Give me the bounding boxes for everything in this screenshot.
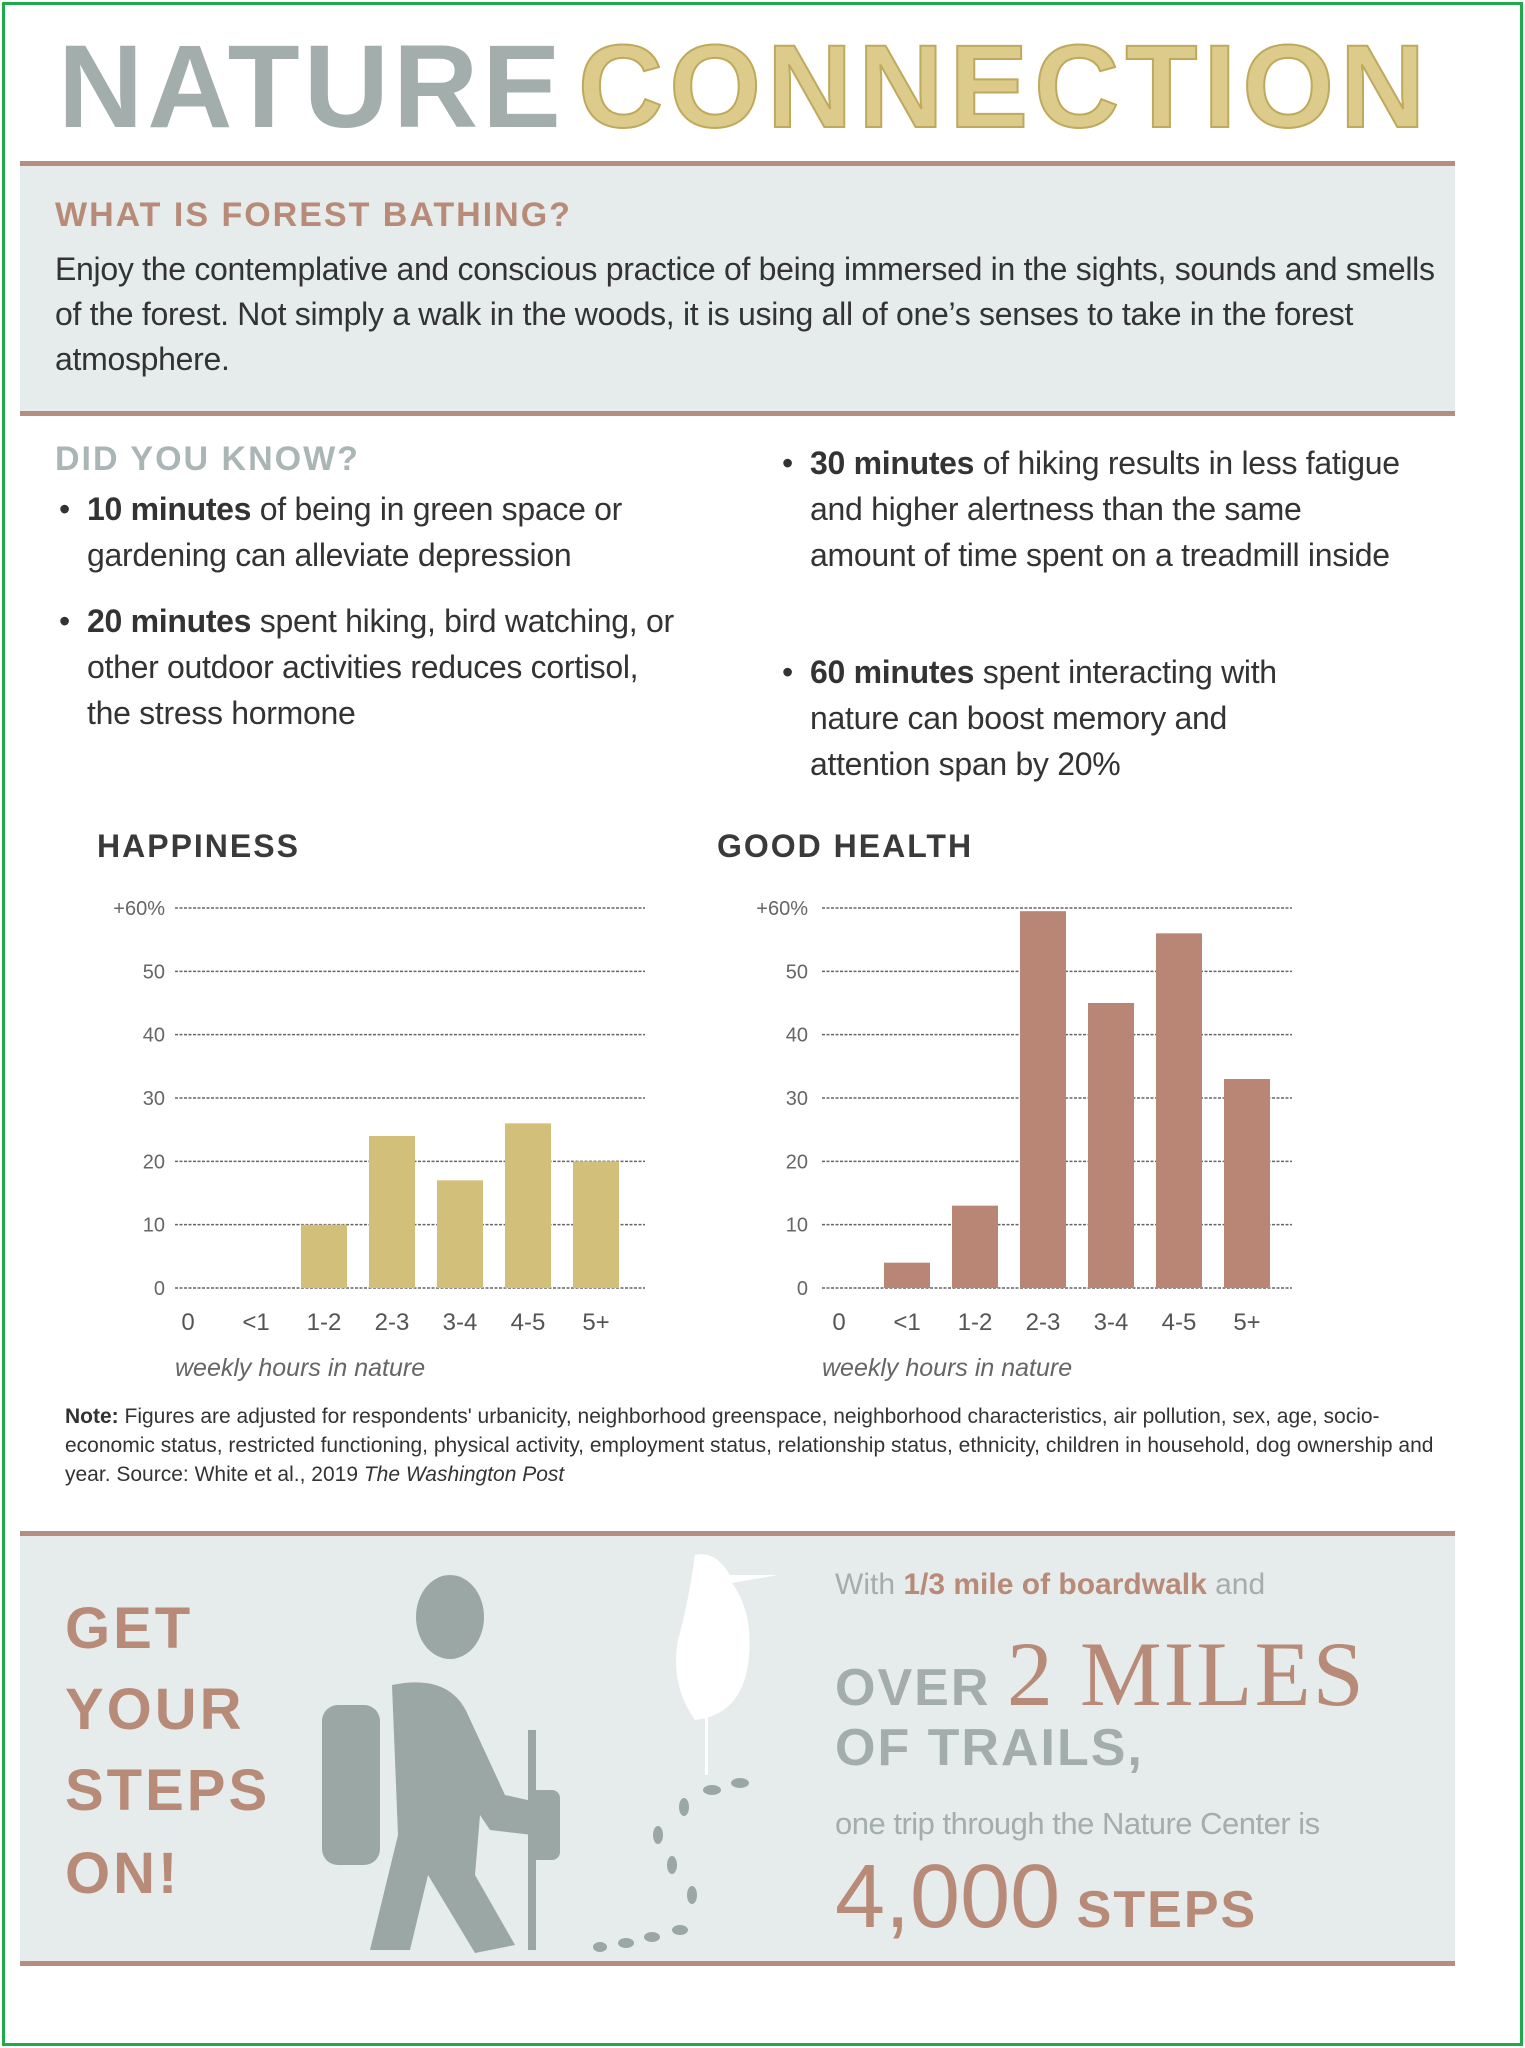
divider: [20, 1961, 1455, 1966]
fact-item: 20 minutes spent hiking, bird watching, …: [59, 598, 687, 736]
x-tick-label: 2-3: [1026, 1309, 1061, 1336]
trails-text: OF TRAILS,: [835, 1719, 1144, 1777]
x-axis-label: weekly hours in nature: [175, 1354, 425, 1382]
forest-bathing-heading: WHAT IS FOREST BATHING?: [55, 196, 572, 234]
bar: [952, 1205, 998, 1288]
steps-line: ON!: [65, 1841, 181, 1906]
bar: [301, 1224, 347, 1288]
divider: [20, 161, 1455, 166]
x-tick-label: 0: [832, 1309, 845, 1336]
x-tick-label: 5+: [582, 1309, 609, 1336]
y-tick-label: +60%: [756, 898, 808, 920]
divider: [20, 1531, 1455, 1536]
y-tick-label: 30: [143, 1088, 165, 1110]
x-axis-label: weekly hours in nature: [822, 1354, 1072, 1382]
x-tick-label: 3-4: [443, 1309, 478, 1336]
miles-text: OVER 2 MILES: [835, 1623, 1366, 1725]
y-tick-label: 10: [143, 1215, 165, 1237]
hiker-icon: [322, 1575, 560, 1953]
x-tick-label: <1: [242, 1309, 269, 1336]
forest-bathing-text: Enjoy the contemplative and conscious pr…: [55, 251, 1435, 377]
y-tick-label: 10: [786, 1215, 808, 1237]
x-tick-label: 3-4: [1094, 1309, 1129, 1336]
note: Note: Figures are adjusted for responden…: [65, 1405, 1434, 1486]
bar: [1088, 1003, 1134, 1288]
steps-line: STEPS: [65, 1758, 271, 1823]
forest-bathing-band: [20, 163, 1455, 413]
y-tick-label: 30: [786, 1088, 808, 1110]
bar: [437, 1180, 483, 1288]
y-tick-label: 50: [143, 961, 165, 983]
bar: [505, 1123, 551, 1288]
x-tick-label: 1-2: [307, 1309, 342, 1336]
bar: [1156, 933, 1202, 1288]
fact-item: 60 minutes spent interacting with nature…: [782, 649, 1330, 787]
y-tick-label: 50: [786, 961, 808, 983]
bar: [573, 1161, 619, 1288]
x-tick-label: 5+: [1233, 1309, 1260, 1336]
x-tick-label: 0: [181, 1309, 194, 1336]
y-tick-label: 0: [797, 1278, 808, 1300]
steps-count: 4,000 STEPS: [835, 1847, 1258, 1947]
y-tick-label: 40: [786, 1025, 808, 1047]
bar: [369, 1136, 415, 1288]
bar: [1020, 911, 1066, 1288]
divider: [20, 411, 1455, 416]
trip-text: one trip through the Nature Center is: [835, 1806, 1320, 1841]
title-connection: CONNECTION: [577, 21, 1432, 153]
walking-stick: [528, 1730, 536, 1950]
x-tick-label: 4-5: [511, 1309, 546, 1336]
fact-item: 10 minutes of being in green space or ga…: [59, 486, 687, 578]
y-tick-label: 0: [154, 1278, 165, 1300]
steps-line: YOUR: [65, 1677, 245, 1742]
boardwalk-text: With 1/3 mile of boardwalk and: [835, 1568, 1266, 1601]
steps-line: GET: [65, 1596, 194, 1661]
x-tick-label: <1: [893, 1309, 920, 1336]
y-tick-label: 20: [143, 1151, 165, 1173]
x-tick-label: 1-2: [958, 1309, 993, 1336]
fact-item: 30 minutes of hiking results in less fat…: [782, 440, 1400, 578]
charts: 0 10 20 30 40 50 +60% 0 <1 1-2 2-3 3-4 4-5 5+ weekly h…: [113, 898, 1292, 1382]
y-tick-label: 20: [786, 1151, 808, 1173]
did-you-know-heading: DID YOU KNOW?: [55, 440, 360, 478]
heron-icon: [676, 1554, 778, 1775]
x-tick-label: 2-3: [375, 1309, 410, 1336]
health-chart-title: GOOD HEALTH: [717, 828, 974, 864]
bar: [884, 1262, 930, 1288]
title-nature: NATURE: [58, 21, 565, 153]
y-tick-label: 40: [143, 1025, 165, 1047]
y-tick-label: +60%: [113, 898, 165, 920]
hiker-illustration: [322, 1554, 778, 1953]
bar: [1224, 1079, 1270, 1288]
x-tick-label: 4-5: [1162, 1309, 1197, 1336]
happiness-chart-title: HAPPINESS: [97, 828, 300, 864]
footprints-icon: [593, 1778, 749, 1952]
